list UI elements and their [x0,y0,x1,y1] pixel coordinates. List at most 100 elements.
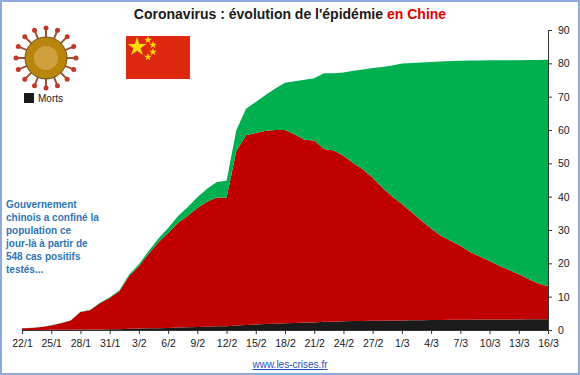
y-tick: 90 [548,24,570,36]
x-tick-mark [256,330,257,334]
virus-tip [32,83,37,88]
flag-star [144,53,152,60]
y-tick: 70 [548,91,570,103]
y-tick-label: 30 [558,224,570,236]
x-tick: 15/2 [246,330,267,349]
title-emphasis: en Chine [387,6,446,22]
y-tick-label: 50 [558,157,570,169]
x-tick-label: 16/3 [538,337,559,349]
virus-tip [14,56,19,61]
areas [22,60,548,330]
x-tick-label: 13/3 [509,337,530,349]
source: www.les-crises.fr [251,359,328,370]
y-tick-label: 40 [558,191,570,203]
y-tick-mark [548,297,552,298]
x-tick-mark [227,330,228,334]
x-tick: 12/2 [217,330,238,349]
y-tick-label: 0 [558,324,564,336]
title-main: Coronavirus : évolution de l'épidémie [134,6,383,22]
y-tick-mark [548,330,552,331]
x-tick-label: 22/1 [12,337,33,349]
virus-tip [55,28,60,33]
x-tick-label: 18/2 [275,337,296,349]
annotation-line: testés... [6,264,43,275]
x-tick: 22/1 [12,330,33,349]
x-axis-line [23,331,549,335]
area-series [22,60,548,328]
x-tick-mark [197,330,198,334]
flag-star [144,36,152,43]
x-tick-mark [314,330,315,334]
flag-star [128,37,147,55]
y-tick-mark [548,263,552,264]
x-tick: 9/2 [191,330,206,349]
virus-tip [44,86,49,91]
legend: Morts [24,93,63,104]
x-tick: 24/2 [334,330,355,349]
y-tick: 40 [548,191,570,203]
virus-tip [74,56,79,61]
x-tick-mark [519,330,520,334]
virus-tip [16,67,21,72]
y-tick: 10 [548,291,570,303]
y-tick-mark [548,63,552,64]
x-tick-mark [139,330,140,334]
x-tick-mark [285,330,286,334]
y-tick-label: 70 [558,91,570,103]
y-tick-mark [548,163,552,164]
x-tick: 4/3 [424,330,439,349]
legend-label: Morts [38,93,63,104]
x-tick-mark [110,330,111,334]
x-tick: 1/3 [395,330,410,349]
y-tick-label: 80 [558,57,570,69]
x-tick-mark [490,330,491,334]
x-tick: 21/2 [305,330,326,349]
x-tick: 6/2 [161,330,176,349]
virus-tip [71,44,76,49]
annotation: Gouvernementchinois a confiné lapopulati… [5,199,99,275]
annotation-line: Gouvernement [6,199,77,210]
x-tick-label: 21/2 [305,337,326,349]
x-tick-label: 4/3 [424,337,439,349]
y-tick-mark [548,97,552,98]
x-axis: 22/125/128/131/13/26/29/212/215/218/221/… [12,330,559,349]
x-tick-mark [431,330,432,334]
virus-tip [55,83,60,88]
x-tick-label: 12/2 [217,337,238,349]
x-tick-label: 3/2 [132,337,147,349]
y-tick-mark [548,130,552,131]
legend-item: Morts [24,93,63,104]
y-tick-mark [548,197,552,198]
virus-tip [65,34,70,39]
flag-icon [126,36,190,79]
x-tick-mark [373,330,374,334]
y-tick-mark [548,30,552,31]
chart: Coronavirus : évolution de l'épidémieen … [0,0,580,375]
frame [1,1,579,374]
y-tick-label: 20 [558,257,570,269]
virus-core [34,46,58,70]
y-axis-line [549,31,553,331]
legend-swatch [24,93,34,103]
x-tick-mark [343,330,344,334]
x-tick: 28/1 [71,330,92,349]
x-tick: 13/3 [509,330,530,349]
x-tick-label: 25/1 [42,337,63,349]
virus-tip [32,28,37,33]
x-tick-mark [51,330,52,334]
virus-tip [16,44,21,49]
y-tick: 80 [548,57,570,69]
x-tick-mark [168,330,169,334]
virus-tip [22,34,27,39]
virus-icon [14,26,79,91]
x-tick: 18/2 [275,330,296,349]
x-tick-mark [402,330,403,334]
y-tick-label: 60 [558,124,570,136]
x-tick: 27/2 [363,330,384,349]
x-tick-label: 27/2 [363,337,384,349]
y-tick: 30 [548,224,570,236]
y-tick-label: 90 [558,24,570,36]
virus-tip [44,26,49,31]
x-tick-label: 10/3 [480,337,501,349]
x-tick-label: 15/2 [246,337,267,349]
